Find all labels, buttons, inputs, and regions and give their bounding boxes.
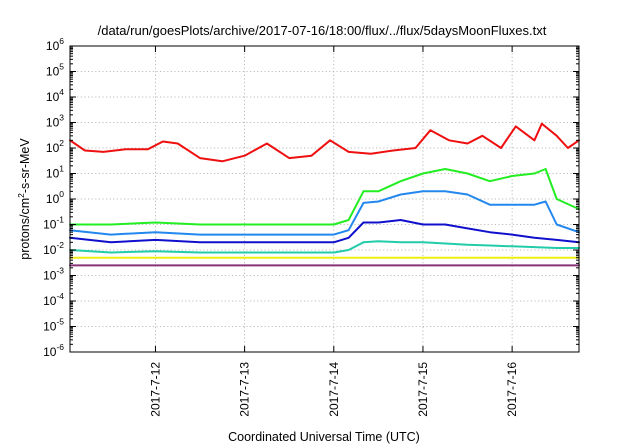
series-line-3 bbox=[69, 190, 580, 236]
x-axis-ticks: 2017-7-12 2017-7-13 2017-7-14 2017-7-15 2017… bbox=[148, 46, 519, 417]
y-axis-label: protons/cm2-s-sr-MeV bbox=[16, 138, 32, 260]
chart-title: /data/run/goesPlots/archive/2017-07-16/1… bbox=[98, 23, 547, 38]
series-line-2 bbox=[69, 168, 580, 226]
x-tick-label: 2017-7-14 bbox=[327, 362, 341, 417]
y-tick-label: 103 bbox=[46, 113, 64, 130]
y-axis-ticks: 10-6 10-5 10-4 10-3 10-2 10-1 100 101 102 103 104 1… bbox=[43, 36, 579, 359]
y-tick-label: 100 bbox=[46, 189, 64, 206]
y-tick-label: 10-2 bbox=[43, 240, 64, 257]
y-tick-label: 10-3 bbox=[43, 266, 64, 283]
x-tick-label: 2017-7-16 bbox=[505, 362, 519, 417]
x-tick-label: 2017-7-15 bbox=[416, 362, 430, 417]
series-line-1 bbox=[69, 122, 580, 163]
series-line-4 bbox=[69, 219, 580, 244]
x-axis-label: Coordinated Universal Time (UTC) bbox=[228, 430, 420, 444]
y-tick-label: 101 bbox=[46, 164, 64, 181]
plot-series bbox=[69, 122, 580, 267]
y-tick-label: 10-1 bbox=[43, 215, 64, 232]
y-tick-label: 104 bbox=[46, 87, 64, 104]
grid-lines bbox=[70, 46, 579, 352]
y-tick-label: 102 bbox=[46, 138, 64, 155]
series-line-5 bbox=[69, 240, 580, 254]
x-tick-label: 2017-7-12 bbox=[148, 362, 162, 417]
y-tick-label: 106 bbox=[46, 36, 64, 53]
y-tick-label: 105 bbox=[46, 62, 64, 79]
y-axis-label-main: protons/cm bbox=[18, 198, 32, 260]
y-tick-label: 10-4 bbox=[43, 291, 64, 308]
y-axis-label-exponent: 2 bbox=[16, 193, 26, 198]
y-tick-label: 10-5 bbox=[43, 317, 64, 334]
y-axis-label-rest: -s-sr-MeV bbox=[18, 138, 32, 194]
x-tick-label: 2017-7-13 bbox=[238, 362, 252, 417]
y-tick-label: 10-6 bbox=[43, 342, 64, 359]
